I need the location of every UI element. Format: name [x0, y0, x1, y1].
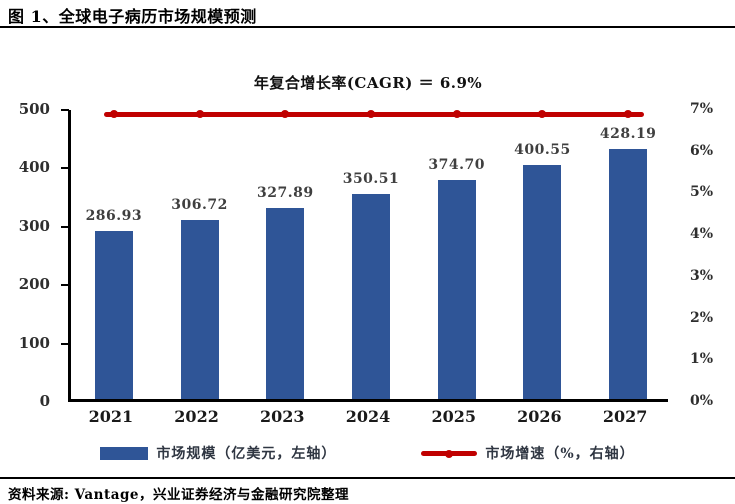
legend-label-growth-rate: 市场增速（%，右轴） — [485, 446, 635, 462]
chart-legend: 市场规模（亿美元，左轴） 市场增速（%，右轴） — [0, 443, 735, 463]
footer-divider — [0, 477, 735, 479]
right-axis-tick-label: 0% — [690, 393, 714, 409]
bar-2022 — [180, 219, 219, 399]
bar-2025 — [437, 180, 476, 399]
left-axis-tick-mark — [61, 167, 69, 170]
bar-value-label: 428.19 — [599, 125, 657, 142]
growth-rate-marker — [195, 110, 204, 119]
bar-value-label: 327.89 — [256, 184, 314, 201]
x-axis-label-2021: 2021 — [88, 407, 134, 426]
x-axis-label-2022: 2022 — [174, 407, 219, 426]
right-axis-tick-label: 2% — [690, 309, 714, 326]
legend-label-market-size: 市场规模（亿美元，左轴） — [156, 446, 337, 462]
right-axis-labels: 0% 1% 2% 3% 4% 5% 6% 7% — [690, 101, 735, 409]
x-axis-label-2027: 2027 — [602, 407, 648, 426]
title-divider — [0, 26, 735, 28]
x-axis-label-2024: 2024 — [345, 407, 391, 426]
bar-value-label: 306.72 — [171, 196, 228, 213]
left-axis-tick-mark — [61, 284, 69, 287]
right-axis-tick-label: 5% — [690, 184, 714, 201]
x-axis-label-2023: 2023 — [260, 407, 305, 426]
left-axis-tick-label: 100 — [18, 333, 50, 352]
left-axis-tick-label: 500 — [18, 100, 50, 118]
bar-value-label: 350.51 — [342, 171, 400, 188]
bar-2024 — [352, 194, 390, 399]
right-axis-tick-label: 4% — [690, 226, 714, 243]
left-axis-tick-mark — [61, 342, 69, 345]
left-axis-tick-mark — [61, 109, 69, 111]
bar-value-label: 286.93 — [85, 208, 143, 225]
left-axis-tick-mark — [61, 225, 69, 228]
bar-value-label: 400.55 — [514, 142, 571, 159]
bar-value-label: 374.70 — [428, 157, 485, 174]
bar-2021 — [94, 231, 133, 399]
right-axis-tick-label: 3% — [690, 267, 714, 284]
x-axis-label-2026: 2026 — [517, 407, 562, 426]
growth-rate-marker — [624, 110, 633, 119]
line-series-swatch-icon — [421, 449, 478, 458]
left-axis-tick-label: 0 — [39, 392, 50, 410]
growth-rate-marker — [538, 110, 547, 119]
growth-rate-marker — [367, 110, 375, 119]
growth-rate-marker — [452, 110, 461, 119]
line-marker-icon — [445, 449, 454, 458]
right-axis-tick-label: 6% — [690, 142, 714, 159]
right-axis-tick-label: 1% — [690, 351, 714, 368]
left-axis-tick-label: 200 — [18, 275, 50, 294]
bar-2027 — [609, 148, 648, 399]
left-axis-labels: 0 100 200 300 400 500 — [0, 100, 58, 410]
legend-item-market-size: 市场规模（亿美元，左轴） — [100, 443, 336, 463]
cagr-annotation: 年复合增长率(CAGR) ＝ 6.9% — [253, 74, 483, 92]
plot-area: 286.93 306.72 327.89 350.51 374.70 400.55 428.… — [61, 109, 668, 402]
left-axis-tick-label: 300 — [18, 216, 50, 235]
right-axis-tick-label: 7% — [690, 101, 714, 117]
x-axis-label-2025: 2025 — [431, 407, 476, 426]
legend-item-growth-rate: 市场增速（%，右轴） — [421, 443, 634, 463]
growth-rate-marker — [109, 110, 118, 119]
left-axis-tick-label: 400 — [18, 158, 50, 177]
figure-title: 图 1、全球电子病历市场规模预测 — [8, 7, 257, 26]
x-axis-labels: 2021 2022 2023 2024 2025 2026 2027 — [68, 407, 668, 429]
growth-rate-marker — [281, 110, 290, 119]
bar-2023 — [266, 207, 305, 399]
source-note: 资料来源: Vantage，兴业证券经济与金融研究院整理 — [8, 487, 349, 503]
bar-2026 — [523, 165, 562, 399]
bar-series-swatch-icon — [100, 446, 149, 460]
